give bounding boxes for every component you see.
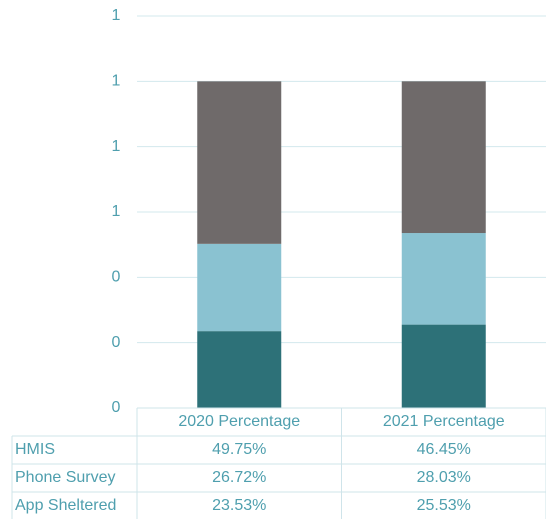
y-tick-label: 1 [112,73,121,90]
data-label: 23.53% [212,497,266,514]
data-label: 26.72% [212,469,266,486]
bar-segment [401,81,486,234]
y-tick-label: 1 [112,138,121,155]
y-tick-label: 1 [112,203,121,220]
y-tick-label: 0 [112,399,121,416]
y-tick-label: 0 [112,334,121,351]
bar-segment [197,243,282,332]
x-tick-label: 2021 Percentage [383,413,505,430]
data-label: 49.75% [212,441,266,458]
y-tick-label: 0 [112,269,121,286]
x-tick-label: 2020 Percentage [178,413,300,430]
data-label: 28.03% [417,469,471,486]
legend-label: Phone Survey [15,469,116,486]
y-tick-label: 1 [112,7,121,24]
bar-segment [401,233,486,325]
data-label: 25.53% [417,497,471,514]
legend-label: HMIS [15,441,55,458]
bar-segment [197,331,282,408]
bar-segment [197,81,282,244]
data-label: 46.45% [417,441,471,458]
legend-label: App Sheltered [15,497,116,514]
bar-segment [401,324,486,408]
